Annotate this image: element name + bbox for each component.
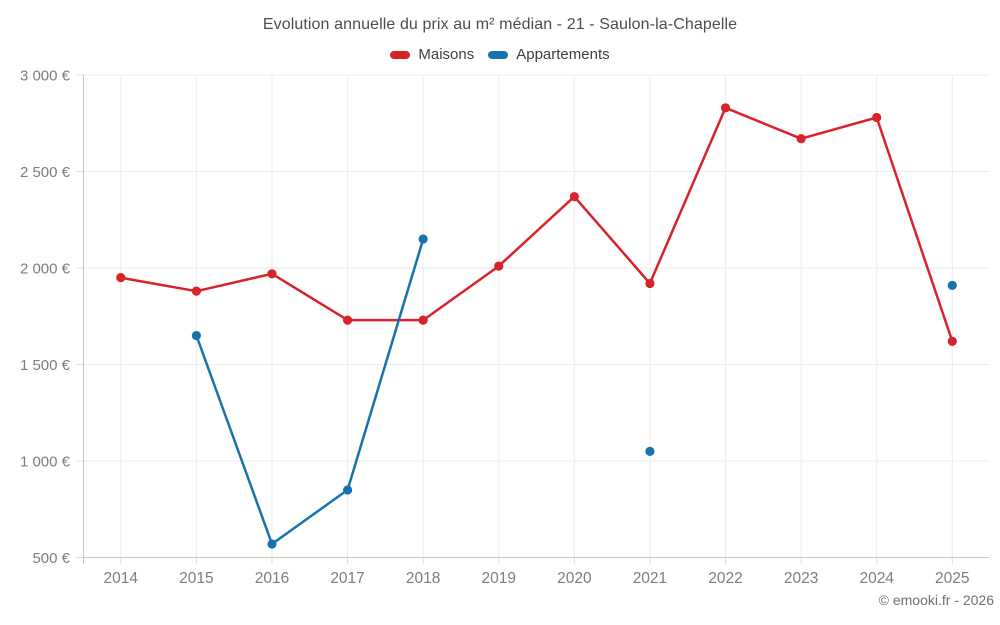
data-point-maisons-2014 (116, 273, 126, 283)
legend-item-appartements[interactable]: Appartements (488, 46, 610, 63)
x-axis-label: 2023 (784, 570, 818, 587)
y-axis-label: 1 500 € (20, 357, 71, 374)
x-axis-label: 2018 (406, 570, 440, 587)
appartements-series-swatch-icon (488, 50, 509, 59)
data-point-appartements-2017 (342, 485, 353, 495)
data-point-maisons-2022 (720, 103, 731, 113)
x-axis-label: 2014 (104, 570, 139, 587)
data-point-appartements-2015 (191, 330, 201, 341)
y-axis-label: 3 000 € (20, 67, 71, 84)
data-point-maisons-2021 (645, 278, 655, 289)
y-axis-label: 2 500 € (20, 164, 71, 181)
legend-item-maisons[interactable]: Maisons (390, 46, 474, 63)
series-line-maisons (119, 106, 954, 343)
data-point-maisons-2020 (569, 191, 579, 202)
x-axis-label: 2021 (633, 570, 667, 587)
y-axis-label: 2 000 € (20, 260, 71, 277)
data-point-maisons-2015 (191, 286, 201, 296)
data-point-maisons-2017 (342, 315, 353, 325)
legend-label-appartements: Appartements (516, 46, 610, 63)
x-axis-label: 2019 (482, 570, 516, 587)
x-axis-label: 2017 (330, 570, 364, 587)
x-axis-label: 2025 (935, 570, 969, 587)
data-point-appartements-2018 (418, 234, 428, 244)
data-point-maisons-2024 (872, 112, 882, 123)
data-point-appartements-2016 (267, 539, 277, 549)
x-axis-label: 2020 (557, 570, 592, 587)
x-axis-label: 2016 (255, 570, 289, 587)
maisons-series-swatch-icon (390, 50, 411, 59)
x-axis-label: 2024 (859, 570, 894, 587)
y-axis-label: 1 000 € (20, 453, 71, 470)
data-point-appartements-2025 (947, 280, 957, 290)
legend-label-maisons: Maisons (418, 46, 475, 63)
chart-legend: Maisons Appartements (0, 46, 1000, 63)
x-axis-label: 2015 (179, 570, 213, 587)
footer-credit: © emooki.fr - 2026 (878, 592, 994, 608)
x-axis-label: 2022 (708, 570, 742, 587)
chart-title: Evolution annuelle du prix au m² médian … (262, 16, 738, 33)
data-point-maisons-2025 (947, 336, 957, 346)
data-point-maisons-2016 (267, 269, 277, 279)
y-axis-label: 500 € (32, 550, 70, 567)
data-point-maisons-2023 (796, 134, 806, 144)
data-point-maisons-2018 (418, 315, 428, 325)
data-point-maisons-2019 (494, 261, 504, 271)
data-point-appartements-2021 (645, 446, 655, 456)
